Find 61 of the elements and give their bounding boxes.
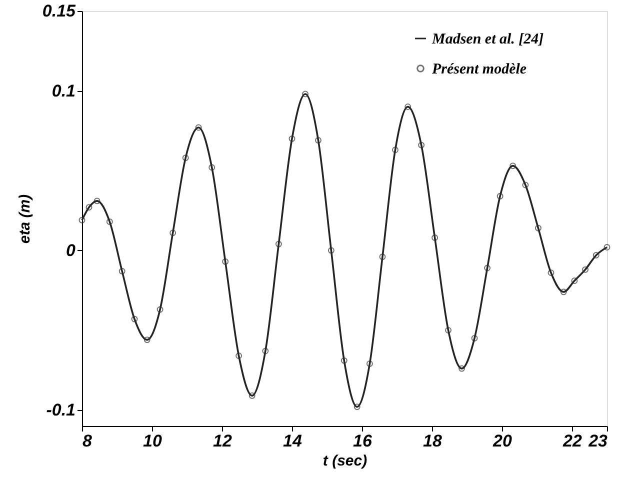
x-tick-label: 12 xyxy=(213,432,232,450)
point xyxy=(170,230,176,236)
point xyxy=(222,258,229,265)
y-tick-label: -0.1 xyxy=(46,400,76,420)
point xyxy=(156,306,164,313)
point xyxy=(582,266,589,273)
point xyxy=(604,244,610,250)
point xyxy=(315,137,322,144)
point xyxy=(522,182,529,188)
point xyxy=(182,154,189,162)
point xyxy=(78,216,86,224)
point xyxy=(484,264,491,272)
x-tick-label: 16 xyxy=(353,432,372,450)
point xyxy=(510,162,516,170)
point xyxy=(432,234,438,241)
point xyxy=(144,336,150,344)
point xyxy=(236,352,242,360)
point xyxy=(379,254,386,260)
x-axis-title: t (sec) xyxy=(322,452,368,470)
x-tick-label: 22 xyxy=(562,432,582,450)
point xyxy=(571,278,578,284)
point xyxy=(354,404,360,410)
point xyxy=(445,326,452,334)
point xyxy=(302,90,309,98)
point xyxy=(418,142,425,148)
point xyxy=(471,334,478,342)
point xyxy=(288,135,296,142)
point xyxy=(195,124,202,131)
x-tick-label: 23 xyxy=(588,432,608,450)
point xyxy=(404,104,412,110)
point xyxy=(94,198,100,204)
line-series xyxy=(81,93,608,408)
point xyxy=(548,270,554,276)
point xyxy=(248,392,256,399)
point xyxy=(534,224,542,232)
point xyxy=(340,357,348,364)
point xyxy=(262,348,269,354)
point xyxy=(131,316,138,322)
point xyxy=(86,204,92,211)
point xyxy=(275,240,282,248)
point xyxy=(106,218,113,225)
point xyxy=(560,288,567,296)
x-tick-label: 18 xyxy=(423,432,442,450)
point xyxy=(328,247,334,254)
y-tick-label: 0 xyxy=(66,240,76,260)
point xyxy=(592,252,600,258)
x-tick-label: 14 xyxy=(283,432,302,450)
x-tick-label: 10 xyxy=(143,432,162,450)
point xyxy=(496,192,504,200)
legend-label: Madsen et al. [24] xyxy=(431,32,544,48)
legend-label: Présent modèle xyxy=(432,62,527,78)
y-tick-label: 0.15 xyxy=(42,2,76,20)
point xyxy=(366,360,373,367)
y-tick-label: 0.1 xyxy=(52,81,76,100)
x-tick-label: 20 xyxy=(492,432,512,450)
point xyxy=(118,268,126,274)
y-axis-title: eta (m) xyxy=(16,194,34,244)
point xyxy=(392,146,398,154)
x-tick-label: 8 xyxy=(82,432,92,450)
point xyxy=(208,164,216,171)
point xyxy=(458,365,465,372)
